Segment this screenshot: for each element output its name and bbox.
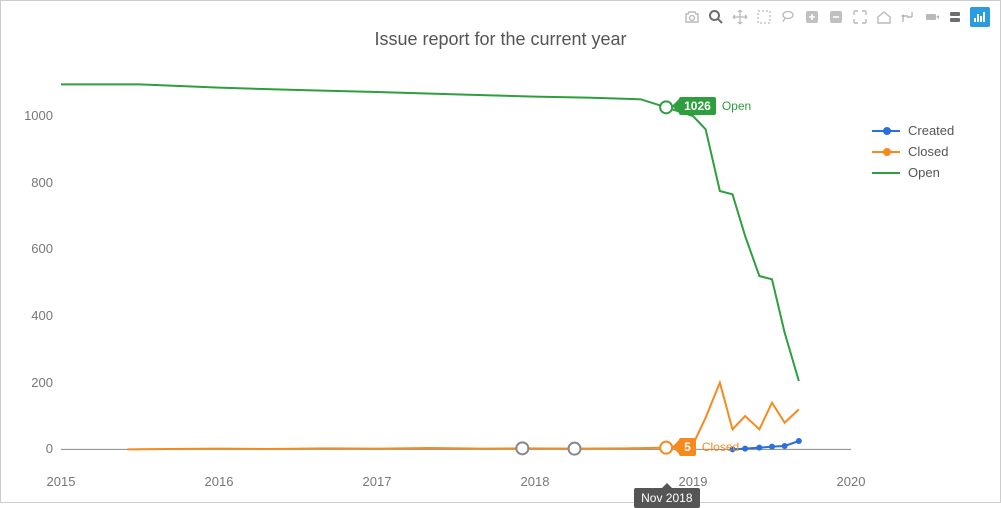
- pan-icon[interactable]: [730, 7, 750, 27]
- chart-title: Issue report for the current year: [1, 29, 1000, 50]
- plot-svg: [61, 76, 851, 466]
- chart-toolbar: [682, 7, 990, 27]
- y-tick: 0: [1, 441, 53, 456]
- series-tag-closed: 5Closed: [672, 438, 739, 456]
- zoom-out-icon[interactable]: [826, 7, 846, 27]
- autoscale-icon[interactable]: [850, 7, 870, 27]
- zoom-icon[interactable]: [706, 7, 726, 27]
- spike-lines-icon[interactable]: [898, 7, 918, 27]
- x-tick: 2017: [357, 474, 397, 489]
- y-tick: 800: [1, 175, 53, 190]
- legend-label: Created: [908, 123, 954, 138]
- plot-area[interactable]: 1026Open 5Closed: [61, 76, 851, 466]
- plotly-logo-icon[interactable]: [970, 7, 990, 27]
- legend-item-open[interactable]: Open: [872, 165, 982, 180]
- hover-tooltip: Nov 2018: [634, 488, 699, 508]
- series-tag-open: 1026Open: [672, 97, 751, 115]
- legend-swatch: [872, 145, 900, 159]
- legend-item-closed[interactable]: Closed: [872, 144, 982, 159]
- zoom-in-icon[interactable]: [802, 7, 822, 27]
- chart-frame: { "title": "Issue report for the current…: [0, 0, 1001, 503]
- lasso-icon[interactable]: [778, 7, 798, 27]
- legend-label: Open: [908, 165, 940, 180]
- legend-label: Closed: [908, 144, 948, 159]
- x-tick: 2015: [41, 474, 81, 489]
- legend-swatch: [872, 166, 900, 180]
- box-select-icon[interactable]: [754, 7, 774, 27]
- y-tick: 200: [1, 375, 53, 390]
- hover-closest-icon[interactable]: [922, 7, 942, 27]
- x-tick: 2016: [199, 474, 239, 489]
- x-tick: 2020: [831, 474, 871, 489]
- x-tick: 2018: [515, 474, 555, 489]
- legend: Created Closed Open: [872, 123, 982, 186]
- y-tick: 400: [1, 308, 53, 323]
- legend-item-created[interactable]: Created: [872, 123, 982, 138]
- hover-compare-icon[interactable]: [946, 7, 966, 27]
- home-icon[interactable]: [874, 7, 894, 27]
- camera-icon[interactable]: [682, 7, 702, 27]
- y-tick: 1000: [1, 108, 53, 123]
- y-tick: 600: [1, 241, 53, 256]
- x-tick: 2019: [673, 474, 713, 489]
- legend-swatch: [872, 124, 900, 138]
